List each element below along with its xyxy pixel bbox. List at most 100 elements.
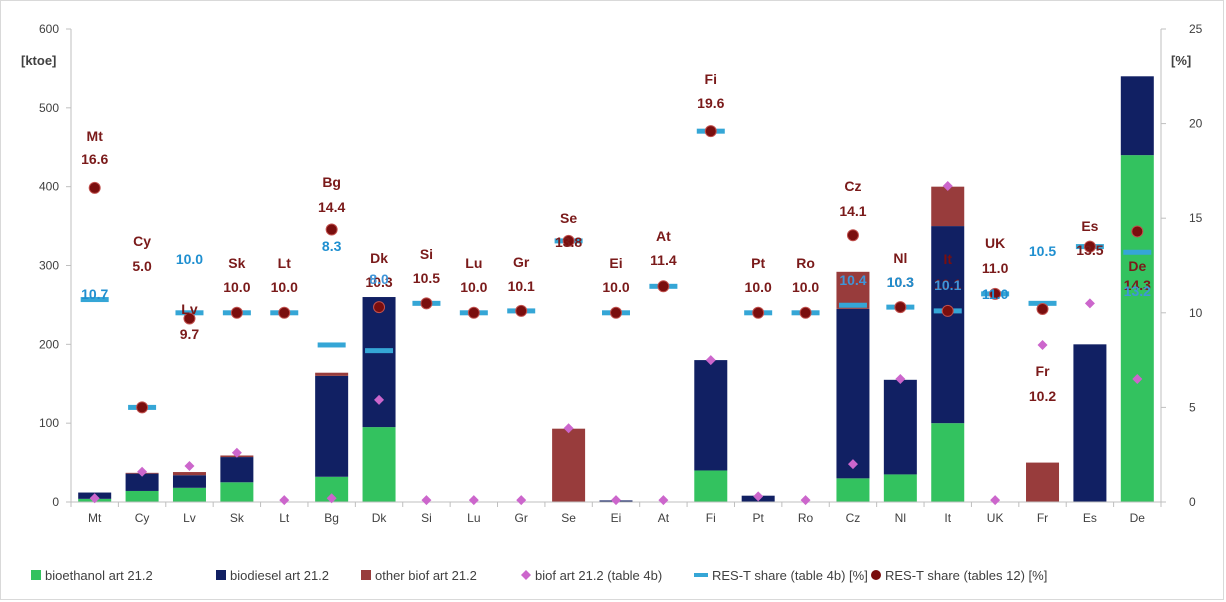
- legend-entry-label: biodiesel art 21.2: [230, 568, 329, 583]
- res-t-12-value-label: 13.8: [555, 234, 582, 250]
- country-code-label: Lt: [278, 255, 292, 271]
- country-code-label: Cy: [133, 233, 151, 249]
- legend-swatch-dash: [694, 573, 708, 577]
- res-t-share-12-dot: [183, 312, 196, 325]
- res-t-share-12-dot: [562, 234, 575, 247]
- res-t-share-12-dot: [230, 306, 243, 319]
- biof-table-4b-diamond: [658, 495, 669, 506]
- res-t-4b-value-label: 8.0: [369, 271, 389, 287]
- res-t-share-12-dot: [515, 304, 528, 317]
- res-t-12-value-label: 13.5: [1076, 242, 1103, 258]
- x-tick-label: Sk: [230, 511, 245, 525]
- country-code-label: Nl: [893, 250, 907, 266]
- res-t-4b-value-label: 10.7: [81, 286, 108, 302]
- bar-biodiesel: [125, 473, 159, 491]
- biof-table-4b-diamond: [137, 466, 148, 477]
- biof-table-4b-diamond: [516, 495, 527, 506]
- x-tick-label: Mt: [88, 511, 102, 525]
- legend-entry-label: RES-T share (tables 12) [%]: [885, 568, 1047, 583]
- res-t-12-value-label: 10.3: [365, 274, 392, 290]
- country-code-label: Fr: [1036, 363, 1051, 379]
- left-tick-label: 0: [52, 495, 59, 509]
- res-t-share-12-dot: [704, 125, 717, 138]
- country-code-label: Lv: [181, 301, 198, 317]
- country-code-label: At: [656, 228, 671, 244]
- x-tick-label: Ro: [798, 511, 814, 525]
- res-t-12-value-label: 10.0: [745, 279, 772, 295]
- x-tick-label: Fi: [706, 511, 716, 525]
- bar-biodiesel: [1120, 76, 1154, 156]
- country-code-label: UK: [985, 235, 1005, 251]
- country-code-label: Dk: [370, 250, 388, 266]
- legend-swatch-bar: [31, 570, 41, 580]
- bar-other-biofuel: [931, 186, 965, 227]
- overlay-markers-layer: [80, 125, 1152, 506]
- biof-table-4b-diamond: [468, 495, 479, 506]
- res-t-12-value-label: 10.0: [602, 279, 629, 295]
- res-t-share-12-dot: [989, 287, 1002, 300]
- x-tick-label: Fr: [1037, 511, 1048, 525]
- country-code-label: De: [1128, 258, 1146, 274]
- country-code-label: Ro: [796, 255, 815, 271]
- x-tick-label: De: [1130, 511, 1146, 525]
- x-tick-label: Ei: [611, 511, 622, 525]
- bar-bioethanol: [931, 423, 965, 502]
- res-t-share-12-dot: [88, 181, 101, 194]
- right-tick-label: 20: [1189, 117, 1203, 131]
- biof-table-4b-diamond: [279, 495, 290, 506]
- bar-biodiesel: [1073, 344, 1107, 502]
- annotation-labels-layer: Mt 16.6 Cy 5.0 Lv 9.7 Sk 10.0 Lt 10.0 Bg 14.4 Dk 10.3…: [81, 71, 1151, 404]
- res-t-12-value-label: 10.1: [934, 276, 961, 292]
- biof-table-4b-diamond: [374, 394, 385, 405]
- right-tick-label: 25: [1189, 22, 1203, 36]
- x-tick-label: Pt: [753, 511, 765, 525]
- right-tick-label: 10: [1189, 306, 1203, 320]
- res-t-share-12-dot: [610, 306, 622, 319]
- res-t-share-4b-dash: [317, 342, 346, 348]
- country-code-label: Sk: [228, 255, 245, 271]
- biof-table-4b-diamond: [563, 423, 574, 434]
- country-code-label: Gr: [513, 254, 530, 270]
- biof-table-4b-diamond: [421, 495, 432, 506]
- res-t-share-4b-dash: [365, 348, 394, 354]
- x-tick-label: Cz: [846, 511, 861, 525]
- res-t-12-value-label: 16.6: [81, 151, 108, 167]
- legend-swatch-bar: [361, 570, 371, 580]
- biof-table-4b-diamond: [326, 493, 337, 504]
- res-t-12-value-label: 14.3: [1124, 277, 1151, 293]
- res-t-4b-value-label: 8.3: [322, 238, 342, 254]
- res-t-share-4b-dash: [80, 297, 109, 303]
- country-code-label: Cz: [844, 178, 861, 194]
- x-tick-label: Dk: [372, 511, 388, 525]
- country-code-label: It: [943, 251, 952, 267]
- res-t-4b-value-label: 10.4: [839, 272, 866, 288]
- country-code-label: Mt: [87, 128, 104, 144]
- country-code-label: Si: [420, 246, 433, 262]
- bar-biodiesel: [883, 379, 917, 475]
- bar-bioethanol: [1120, 155, 1154, 502]
- x-tick-label: It: [944, 511, 951, 525]
- left-axis-label: [ktoe]: [21, 53, 56, 68]
- biof-table-4b-diamond: [1132, 374, 1143, 385]
- biof-table-4b-diamond: [705, 355, 716, 366]
- res-t-12-value-label: 9.7: [180, 326, 200, 342]
- res-t-share-12-dot: [799, 306, 812, 319]
- right-tick-label: 15: [1189, 211, 1203, 225]
- biof-table-4b-diamond: [942, 181, 953, 192]
- legend-entry-label: RES-T share (table 4b) [%]: [712, 568, 868, 583]
- x-tick-label: Bg: [324, 511, 339, 525]
- country-code-label: Lu: [465, 255, 482, 271]
- bar-biodiesel: [315, 375, 349, 477]
- country-code-label: Bg: [322, 174, 341, 190]
- res-t-share-12-dot: [1036, 303, 1049, 316]
- bar-biodiesel: [931, 226, 965, 424]
- res-t-12-value-label: 10.0: [271, 279, 298, 295]
- x-tick-label: Es: [1083, 511, 1097, 525]
- res-t-12-value-label: 14.4: [318, 199, 345, 215]
- x-tick-label: Si: [421, 511, 432, 525]
- x-tick-label: Lt: [279, 511, 290, 525]
- res-t-12-value-label: 14.1: [839, 203, 866, 219]
- biof-table-4b-diamond: [800, 495, 811, 506]
- res-t-share-12-dot: [325, 223, 338, 236]
- res-t-4b-value-label: 11.0: [982, 286, 1009, 302]
